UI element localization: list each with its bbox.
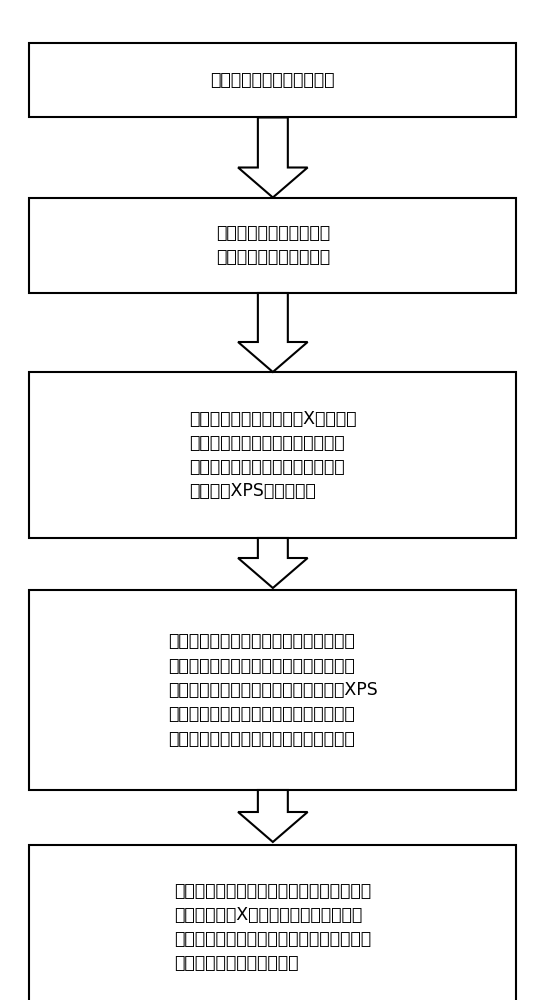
- Text: 降温，待原位加热样品台温度降至室温后，
将其转移至与X射线光电子能谱仪相连的
手套箱内，并在手套箱内取下锂镧锆氧片，
即得到纯净的锂镧锆氧片。: 降温，待原位加热样品台温度降至室温后， 将其转移至与X射线光电子能谱仪相连的 手…: [174, 882, 371, 972]
- Polygon shape: [238, 293, 308, 372]
- Polygon shape: [238, 790, 308, 842]
- Text: 获得含有杂质的锂镧锆氧片: 获得含有杂质的锂镧锆氧片: [211, 71, 335, 89]
- FancyBboxPatch shape: [29, 42, 516, 117]
- Polygon shape: [238, 538, 308, 588]
- Text: 将含有杂质的锂镧锆氧片
固定于原位加热样品台上: 将含有杂质的锂镧锆氧片 固定于原位加热样品台上: [216, 224, 330, 266]
- Text: 对含有杂质的锂镧锆氧片在真空环境下进
行逐步加热，并在逐步加热过程中对含有
杂质的锂镧锆氧片的表面中心位置进行XPS
原位测试，对锂镧锆氧片表面成分进行监
测，: 对含有杂质的锂镧锆氧片在真空环境下进 行逐步加热，并在逐步加热过程中对含有 杂质…: [168, 632, 378, 748]
- FancyBboxPatch shape: [29, 590, 516, 790]
- FancyBboxPatch shape: [29, 198, 516, 292]
- Polygon shape: [238, 117, 308, 198]
- FancyBboxPatch shape: [29, 372, 516, 538]
- Text: 将原位加热样品台转移到X射线光电
子能谱仪内，在真空环境下对含有
杂质的锂镧锆氧片的原始表面中心
位置进行XPS原位测试。: 将原位加热样品台转移到X射线光电 子能谱仪内，在真空环境下对含有 杂质的锂镧锆氧…: [189, 410, 357, 500]
- FancyBboxPatch shape: [29, 844, 516, 1000]
